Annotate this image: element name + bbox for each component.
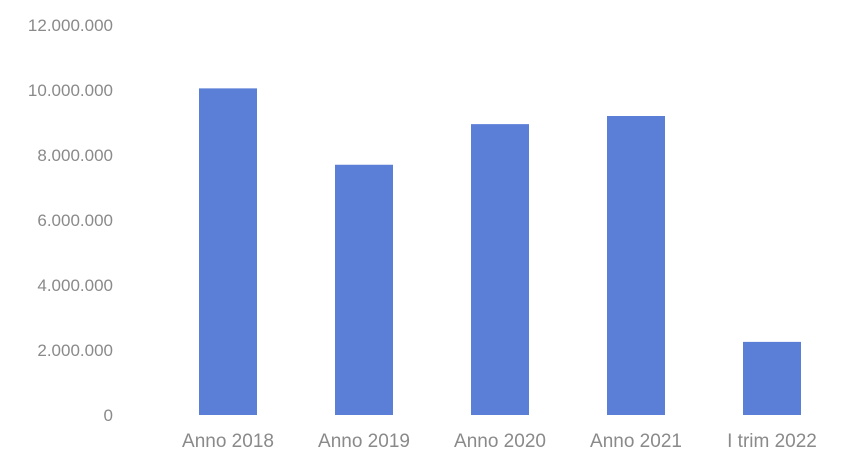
y-tick-label: 4.000.000 <box>37 276 113 295</box>
bar <box>199 88 257 415</box>
x-tick-label: Anno 2020 <box>454 431 546 452</box>
y-tick-label: 2.000.000 <box>37 341 113 360</box>
bar <box>607 116 665 415</box>
bar <box>335 165 393 415</box>
x-tick-label: Anno 2021 <box>590 431 682 452</box>
y-tick-label: 0 <box>104 406 113 425</box>
y-tick-label: 8.000.000 <box>37 146 113 165</box>
x-tick-label: Anno 2018 <box>182 431 274 452</box>
bar <box>471 124 529 415</box>
y-axis-ticks: 0 2.000.000 4.000.000 6.000.000 8.000.000 10.… <box>28 16 113 425</box>
y-tick-label: 10.000.000 <box>28 81 113 100</box>
x-tick-label: I trim 2022 <box>727 431 817 452</box>
x-axis-labels: Anno 2018 Anno 2019 Anno 2020 Anno 2021 I tr… <box>182 431 817 452</box>
x-tick-label: Anno 2019 <box>318 431 410 452</box>
bars-group <box>199 88 801 415</box>
y-tick-label: 6.000.000 <box>37 211 113 230</box>
y-tick-label: 12.000.000 <box>28 16 113 35</box>
bar <box>743 342 801 415</box>
